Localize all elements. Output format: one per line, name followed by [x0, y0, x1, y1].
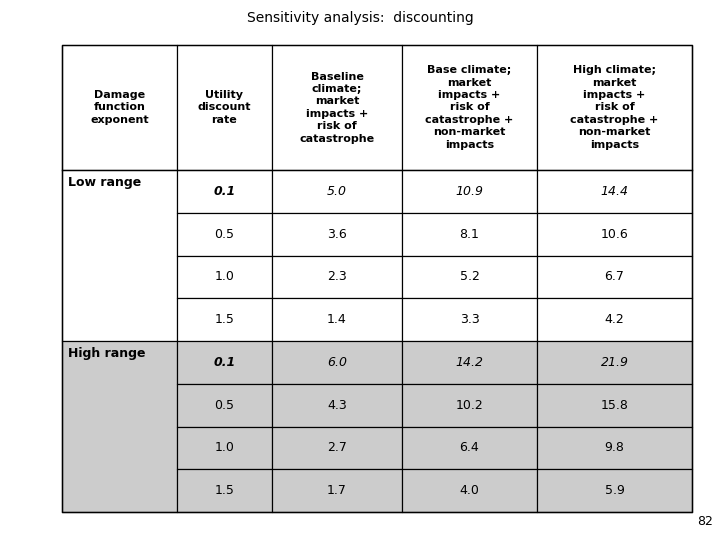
Bar	[537, 469, 692, 512]
Bar	[177, 427, 272, 469]
Bar	[272, 384, 402, 427]
Bar	[272, 170, 402, 213]
Text: Utility
discount
rate: Utility discount rate	[198, 90, 251, 125]
Text: Damage
function
exponent: Damage function exponent	[90, 90, 149, 125]
Bar	[272, 298, 402, 341]
Text: 0.5: 0.5	[215, 399, 235, 411]
Text: 2.7: 2.7	[327, 441, 347, 454]
Bar	[272, 427, 402, 469]
Bar	[272, 213, 402, 255]
Text: Baseline
climate;
market
impacts +
risk of
catastrophe: Baseline climate; market impacts + risk …	[300, 71, 374, 144]
Text: 15.8: 15.8	[600, 399, 629, 411]
Text: 4.0: 4.0	[459, 484, 480, 497]
Text: Sensitivity analysis:  discounting: Sensitivity analysis: discounting	[247, 11, 473, 25]
Text: 4.2: 4.2	[605, 313, 624, 326]
Text: 4.3: 4.3	[327, 399, 347, 411]
Text: 8.1: 8.1	[459, 228, 480, 241]
Bar	[537, 45, 692, 170]
Bar	[537, 427, 692, 469]
Bar	[62, 341, 177, 512]
Text: 1.0: 1.0	[215, 441, 235, 454]
Text: 0.1: 0.1	[213, 356, 235, 369]
Text: High climate;
market
impacts +
risk of
catastrophe +
non-market
impacts: High climate; market impacts + risk of c…	[570, 65, 659, 150]
Bar	[537, 384, 692, 427]
Bar	[177, 170, 272, 213]
Bar	[272, 255, 402, 298]
Bar	[62, 170, 177, 341]
Text: 0.1: 0.1	[213, 185, 235, 198]
Text: 14.4: 14.4	[600, 185, 629, 198]
Text: 9.8: 9.8	[605, 441, 624, 454]
Bar	[177, 469, 272, 512]
Text: Base climate;
market
impacts +
risk of
catastrophe +
non-market
impacts: Base climate; market impacts + risk of c…	[426, 65, 513, 150]
Text: 10.6: 10.6	[600, 228, 629, 241]
Bar	[272, 341, 402, 384]
Bar	[62, 45, 692, 512]
Bar	[402, 469, 537, 512]
Text: 21.9: 21.9	[600, 356, 629, 369]
Text: 1.5: 1.5	[215, 484, 235, 497]
Text: 3.6: 3.6	[327, 228, 347, 241]
Text: 82: 82	[697, 515, 713, 528]
Bar	[402, 427, 537, 469]
Bar	[402, 341, 537, 384]
Bar	[537, 213, 692, 255]
Bar	[177, 45, 272, 170]
Text: 6.7: 6.7	[605, 271, 624, 284]
Text: 3.3: 3.3	[459, 313, 480, 326]
Text: High range: High range	[68, 347, 145, 360]
Bar	[402, 384, 537, 427]
Bar	[402, 170, 537, 213]
Text: 5.2: 5.2	[459, 271, 480, 284]
Bar	[402, 298, 537, 341]
Text: 6.4: 6.4	[459, 441, 480, 454]
Text: 1.7: 1.7	[327, 484, 347, 497]
Text: 10.9: 10.9	[456, 185, 484, 198]
Bar	[177, 213, 272, 255]
Bar	[177, 341, 272, 384]
Bar	[537, 341, 692, 384]
Bar	[177, 384, 272, 427]
Text: 1.5: 1.5	[215, 313, 235, 326]
Text: 5.0: 5.0	[327, 185, 347, 198]
Text: Low range: Low range	[68, 176, 141, 189]
Text: 0.5: 0.5	[215, 228, 235, 241]
Bar	[177, 255, 272, 298]
Bar	[177, 298, 272, 341]
Text: 14.2: 14.2	[456, 356, 484, 369]
Bar	[402, 255, 537, 298]
Bar	[272, 469, 402, 512]
Bar	[272, 45, 402, 170]
Text: 10.2: 10.2	[456, 399, 483, 411]
Text: 1.0: 1.0	[215, 271, 235, 284]
Text: 6.0: 6.0	[327, 356, 347, 369]
Bar	[537, 170, 692, 213]
Text: 2.3: 2.3	[327, 271, 347, 284]
Bar	[537, 298, 692, 341]
Text: 5.9: 5.9	[605, 484, 624, 497]
Bar	[402, 213, 537, 255]
Bar	[402, 45, 537, 170]
Bar	[62, 45, 177, 170]
Bar	[537, 255, 692, 298]
Text: 1.4: 1.4	[327, 313, 347, 326]
